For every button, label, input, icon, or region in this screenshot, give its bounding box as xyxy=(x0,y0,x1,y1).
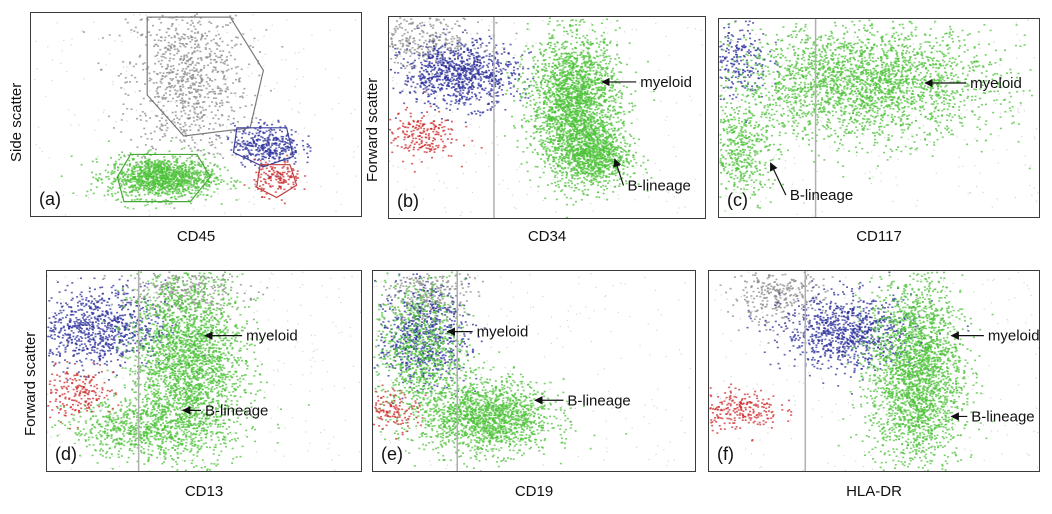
background-events xyxy=(47,271,361,471)
gate-lymphocytes xyxy=(116,153,212,203)
population-green-2 xyxy=(102,271,310,471)
scatter-plot-c: myeloid B-lineage xyxy=(719,19,1039,217)
population-green-3 xyxy=(391,351,628,471)
plot-area-e: myeloid B-lineage (e) xyxy=(372,270,696,472)
population-blue-1 xyxy=(389,24,584,124)
scatter-plot-d: myeloid B-lineage xyxy=(47,271,361,471)
scatter-plot-e: myeloid B-lineage xyxy=(373,271,691,471)
x-axis-label-e: CD19 xyxy=(372,483,696,500)
y-axis-label-d: Forward scatter xyxy=(22,332,39,436)
x-axis-label-c: CD117 xyxy=(718,228,1040,245)
plot-area-a: (a) xyxy=(30,12,362,217)
population-red-4 xyxy=(389,91,483,173)
x-axis-label-b: CD34 xyxy=(388,228,706,245)
population-green-2 xyxy=(837,271,994,471)
plot-area-b: myeloid B-lineage (b) xyxy=(388,16,706,219)
population-blue-2 xyxy=(217,118,312,178)
panel-label-e: (e) xyxy=(379,444,405,465)
annotation-label-0: myeloid xyxy=(970,75,1022,92)
panel-label-a: (a) xyxy=(37,189,63,210)
population-blue-1 xyxy=(47,277,206,381)
annotation-label-1: B-lineage xyxy=(205,402,268,419)
scatter-plot-f: myeloid B-lineage xyxy=(709,271,1040,471)
plot-area-c: myeloid B-lineage (c) xyxy=(718,18,1040,218)
background-events xyxy=(719,19,1039,217)
panel-label-d: (d) xyxy=(53,444,79,465)
annotation-label-1: B-lineage xyxy=(971,408,1034,425)
y-axis-label-b: Forward scatter xyxy=(364,78,381,182)
population-red-4 xyxy=(47,361,120,430)
population-green-3 xyxy=(51,381,280,470)
panel-label-b: (b) xyxy=(395,191,421,212)
plot-area-f: myeloid B-lineage (f) xyxy=(708,270,1040,472)
annotation-label-0: myeloid xyxy=(988,328,1040,345)
population-red-3 xyxy=(709,383,793,442)
scatter-plot-b: myeloid B-lineage xyxy=(389,17,703,218)
y-axis-label-a: Side scatter xyxy=(8,83,25,162)
gate-blasts xyxy=(256,164,298,199)
population-red-4 xyxy=(373,384,427,440)
population-green-1 xyxy=(60,140,251,210)
population-gray-0 xyxy=(83,13,284,210)
population-blue-1 xyxy=(373,273,486,405)
gate-monocytes xyxy=(232,127,294,168)
annotation-label-1: B-lineage xyxy=(790,187,853,204)
scatter-plot-a xyxy=(33,13,361,216)
population-gray-0 xyxy=(719,271,834,344)
plot-area-d: myeloid B-lineage (d) xyxy=(46,270,362,472)
x-axis-label-d: CD13 xyxy=(46,483,362,500)
panel-label-f: (f) xyxy=(715,444,736,465)
panel-label-c: (c) xyxy=(725,190,750,211)
population-green-1 xyxy=(719,19,1034,180)
annotation-label-0: myeloid xyxy=(640,74,692,91)
annotation-arrow-1 xyxy=(769,162,787,196)
annotation-arrow-1 xyxy=(613,158,625,186)
x-axis-label-f: HLA-DR xyxy=(708,483,1040,500)
annotation-label-0: myeloid xyxy=(477,324,529,341)
annotation-label-1: B-lineage xyxy=(628,177,691,194)
x-axis-label-a: CD45 xyxy=(30,228,362,245)
annotation-label-0: myeloid xyxy=(246,328,298,345)
annotation-label-1: B-lineage xyxy=(567,392,630,409)
